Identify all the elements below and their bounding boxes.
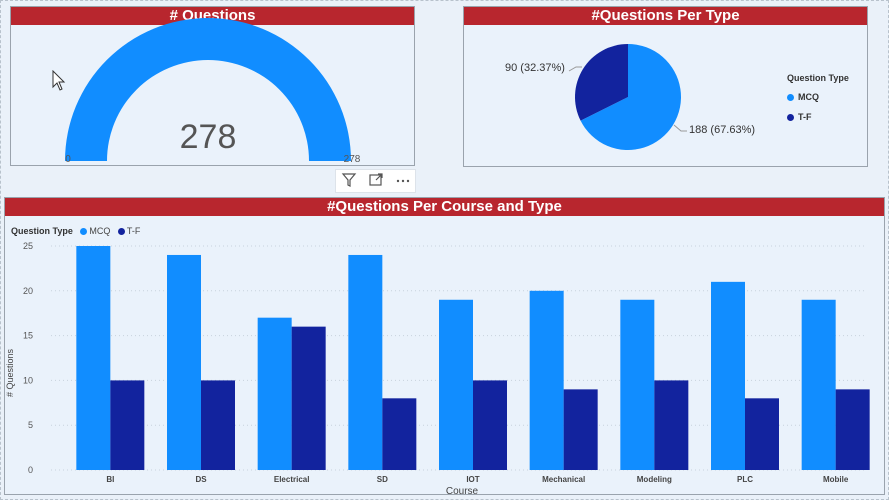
gauge-chart: 278 0 278 bbox=[65, 18, 361, 165]
gauge-max-label: 278 bbox=[344, 154, 361, 165]
pie-legend-label-mcq: MCQ bbox=[798, 92, 819, 102]
bar-legend-title: Question Type bbox=[11, 226, 73, 236]
bar-y-tick-label: 25 bbox=[23, 241, 33, 251]
bar-y-tick-label: 15 bbox=[23, 331, 33, 341]
bar-y-tick-label: 20 bbox=[23, 286, 33, 296]
bar-y-tick-label: 10 bbox=[23, 375, 33, 385]
bar-legend-label-mcq[interactable]: MCQ bbox=[89, 226, 111, 236]
bar-mcq-bi[interactable] bbox=[76, 246, 111, 470]
pie-legend-label-tf: T-F bbox=[798, 112, 812, 122]
pie-legend-title: Question Type bbox=[787, 73, 849, 83]
bar-x-tick-label: Electrical bbox=[274, 475, 310, 484]
bar-x-tick-label: SD bbox=[377, 475, 388, 484]
pie-slice-mcq[interactable] bbox=[580, 44, 681, 150]
pie-leader-mcq bbox=[673, 124, 687, 132]
bar-x-tick-label: BI bbox=[106, 475, 114, 484]
bar-y-tick-label: 0 bbox=[28, 465, 33, 475]
pie-chart: 90 (32.37%) 188 (67.63%) bbox=[505, 44, 755, 150]
bar-chart-title: #Questions Per Course and Type bbox=[5, 198, 884, 216]
bar-legend: Question Type MCQ T-F bbox=[11, 226, 140, 236]
bar-x-tick-label: IOT bbox=[466, 475, 479, 484]
bar-mcq-electrical[interactable] bbox=[257, 317, 292, 470]
bar-mcq-iot[interactable] bbox=[439, 299, 473, 470]
bar-mcq-mobile[interactable] bbox=[801, 299, 836, 470]
bar-legend-label-tf[interactable]: T-F bbox=[126, 226, 141, 236]
pie-leader-tf bbox=[568, 66, 582, 72]
bar-mcq-sd[interactable] bbox=[348, 254, 383, 470]
bar-tf-iot[interactable] bbox=[473, 380, 507, 470]
gauge-min-label: 0 bbox=[65, 154, 71, 165]
bar-tf-electrical[interactable] bbox=[291, 326, 326, 470]
bar-tf-modeling[interactable] bbox=[654, 380, 689, 470]
gauge-arc bbox=[65, 18, 351, 161]
bar-y-tick-label: 5 bbox=[28, 420, 33, 430]
bar-y-axis-title: # Questions bbox=[5, 348, 15, 397]
bar-mcq-mechanical[interactable] bbox=[529, 290, 564, 470]
bar-mcq-ds[interactable] bbox=[167, 254, 201, 470]
bar-mcq-plc[interactable] bbox=[711, 281, 745, 470]
bar-tf-mobile[interactable] bbox=[835, 389, 870, 470]
pie-legend: Question Type MCQ T-F bbox=[787, 73, 849, 122]
pie-label-tf: 90 (32.37%) bbox=[505, 62, 565, 74]
gauge-card[interactable]: # Questions 278 0 278 bbox=[10, 6, 415, 166]
bar-x-tick-label: PLC bbox=[737, 475, 753, 484]
bar-tf-bi[interactable] bbox=[110, 380, 145, 470]
focus-mode-icon[interactable] bbox=[365, 172, 387, 190]
bar-tf-sd[interactable] bbox=[382, 398, 417, 470]
bar-x-axis-title: Course bbox=[446, 486, 479, 494]
bar-chart-card[interactable]: #Questions Per Course and Type Question … bbox=[4, 197, 885, 495]
mouse-cursor-icon bbox=[52, 70, 66, 91]
pie-title: #Questions Per Type bbox=[464, 7, 867, 25]
bar-mcq-modeling[interactable] bbox=[620, 299, 655, 470]
filter-icon[interactable] bbox=[338, 172, 360, 190]
pie-legend-item-tf[interactable]: T-F bbox=[787, 112, 849, 122]
pie-label-mcq: 188 (67.63%) bbox=[689, 124, 755, 136]
pie-slice-tf[interactable] bbox=[575, 44, 628, 121]
bar-x-tick-label: Mobile bbox=[823, 475, 849, 484]
bar-tf-mechanical[interactable] bbox=[563, 389, 598, 470]
pie-card[interactable]: #Questions Per Type 90 (32.37%) 188 (67.… bbox=[463, 6, 868, 167]
more-options-icon[interactable] bbox=[392, 172, 414, 190]
gauge-value: 278 bbox=[180, 118, 237, 156]
visual-header-toolbar bbox=[335, 169, 416, 193]
bar-x-tick-label: DS bbox=[195, 475, 207, 484]
pie-legend-item-mcq[interactable]: MCQ bbox=[787, 92, 849, 102]
bar-tf-plc[interactable] bbox=[745, 398, 779, 470]
bar-x-tick-label: Modeling bbox=[637, 475, 672, 484]
bar-chart: 0 5 10 15 20 25 BI DS Electrical SD IOT Mechanical… bbox=[5, 241, 870, 494]
bar-tf-ds[interactable] bbox=[201, 380, 235, 470]
bar-x-tick-label: Mechanical bbox=[542, 475, 585, 484]
